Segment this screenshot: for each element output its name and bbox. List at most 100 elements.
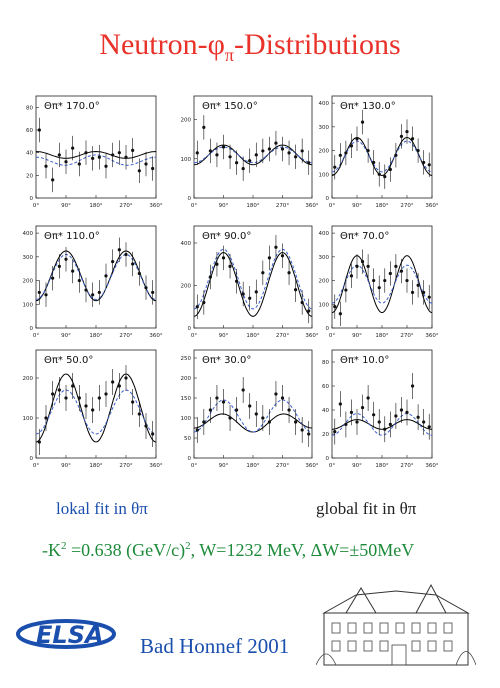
data-point [280, 254, 285, 258]
y-tick-label: 80 [26, 105, 33, 111]
dashed-fit-line [331, 413, 433, 436]
data-point [77, 396, 81, 400]
x-tick-label: 360° [425, 463, 438, 469]
data-point [422, 420, 426, 424]
data-point [77, 162, 81, 166]
plot-title: Θπ* 170.0° [44, 101, 100, 112]
data-point [137, 169, 141, 173]
data-point [355, 420, 359, 424]
data-point [91, 293, 95, 297]
solid-fit-line [193, 144, 313, 166]
data-point [151, 166, 155, 171]
x-tick-label: 0° [329, 333, 335, 339]
data-point [338, 312, 342, 316]
dashed-fit-line [35, 389, 157, 435]
y-tick-label: 400 [181, 241, 192, 247]
data-point [274, 392, 278, 396]
data-point [131, 262, 135, 266]
plot-panel: Θπ* 110.0° 0° 90° 180° 270° 360° 0 100 200 300 400 [23, 225, 163, 339]
data-point [274, 141, 278, 145]
data-point [399, 269, 404, 273]
data-point [195, 428, 199, 432]
svg-text:ELSA: ELSA [36, 621, 104, 649]
y-tick-label: 0 [326, 456, 330, 462]
data-point [394, 414, 398, 418]
y-tick-label: 200 [23, 376, 34, 382]
x-tick-label: 360° [305, 203, 318, 209]
lokal-fit-label: lokal fit in θπ [56, 499, 148, 518]
x-tick-label: 360° [149, 203, 162, 209]
x-tick-label: 180° [246, 463, 259, 469]
x-tick-label: 270° [276, 463, 289, 469]
data-point [333, 305, 337, 309]
x-tick-label: 180° [89, 463, 102, 469]
y-tick-label: 100 [181, 416, 192, 422]
y-tick-label: 100 [23, 416, 34, 422]
data-point [344, 422, 348, 426]
y-tick-label: 400 [319, 101, 330, 107]
plot-panel: Θπ* 170.0° 0° 90° 180° 270° 360° 0 20 40 60 80 [26, 95, 163, 209]
data-point [261, 416, 265, 420]
x-tick-label: 270° [400, 333, 413, 339]
data-point [71, 269, 75, 273]
data-point [383, 427, 387, 431]
y-tick-label: 200 [23, 279, 34, 285]
data-point [422, 290, 426, 295]
data-point [410, 137, 415, 141]
data-point [427, 425, 431, 429]
x-tick-label: 90° [352, 203, 362, 209]
data-point [111, 153, 115, 157]
data-point [137, 271, 141, 276]
data-point [104, 392, 108, 396]
y-tick-label: 0 [188, 456, 192, 462]
data-point [37, 440, 41, 444]
data-point [416, 283, 420, 287]
data-point [208, 408, 212, 412]
data-point [333, 430, 337, 434]
solid-fit-line [332, 419, 432, 430]
data-point [202, 300, 206, 305]
data-point [37, 290, 41, 295]
data-point [235, 161, 239, 165]
x-tick-label: 270° [119, 333, 132, 339]
plot-title: Θπ* 70.0° [340, 231, 389, 242]
data-point [344, 288, 348, 292]
footer-text: Bad Honnef 2001 [140, 634, 290, 658]
y-tick-label: 40 [322, 408, 329, 414]
data-point [37, 128, 41, 132]
x-tick-label: 0° [33, 333, 39, 339]
x-tick-label: 180° [89, 203, 102, 209]
x-tick-label: 0° [329, 463, 335, 469]
data-point [416, 415, 420, 419]
x-tick-label: 90° [61, 333, 71, 339]
y-tick-label: 200 [181, 118, 192, 124]
plot-title: Θπ* 50.0° [44, 355, 93, 366]
data-point [338, 153, 342, 157]
data-point [360, 406, 365, 410]
data-point [64, 257, 68, 261]
y-tick-label: 20 [26, 173, 33, 179]
x-tick-label: 180° [246, 203, 259, 209]
data-point [215, 153, 219, 157]
plot-panel: Θπ* 90.0° 0° 90° 180° 270° 360° 0 200 400 [181, 225, 319, 339]
data-point [294, 420, 298, 424]
plot-title: Θπ* 150.0° [202, 101, 258, 112]
data-point [71, 146, 75, 150]
data-point [422, 160, 426, 165]
x-tick-label: 270° [400, 203, 413, 209]
y-tick-label: 80 [322, 360, 329, 366]
data-point [208, 275, 212, 279]
dashed-fit-line [193, 248, 313, 310]
data-point [355, 264, 359, 268]
data-point [137, 412, 141, 416]
y-tick-label: 60 [322, 384, 329, 390]
y-tick-label: 20 [322, 432, 329, 438]
data-point [64, 160, 68, 164]
data-point [221, 400, 226, 404]
dashed-fit-line [331, 140, 433, 173]
x-tick-label: 180° [375, 463, 388, 469]
data-point [131, 148, 135, 152]
data-point [307, 161, 311, 165]
y-tick-label: 100 [319, 172, 330, 178]
page-title: Neutron-φπ-Distributions [99, 28, 401, 65]
